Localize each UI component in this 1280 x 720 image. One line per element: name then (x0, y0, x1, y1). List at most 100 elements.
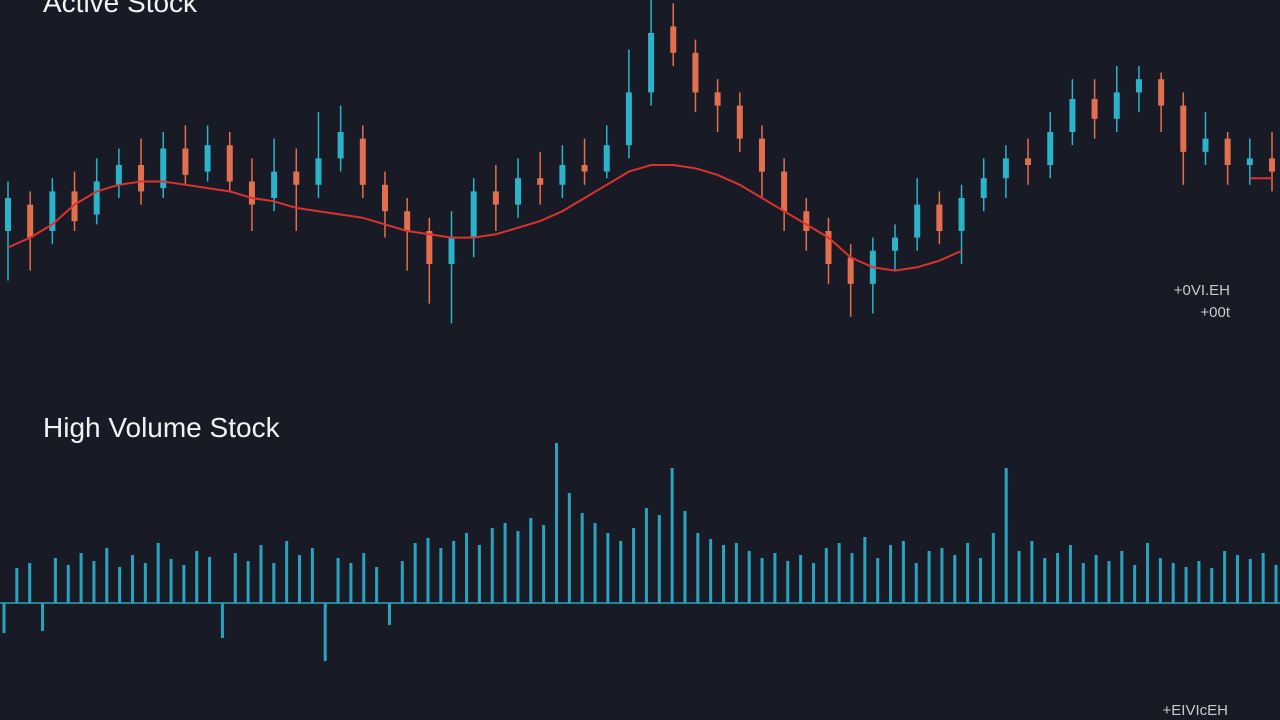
volume-bar (529, 518, 533, 603)
volume-bar (901, 541, 905, 603)
candle-body (226, 145, 233, 182)
volume-bar (28, 563, 32, 603)
volume-bar (696, 533, 700, 603)
volume-bar (1043, 558, 1047, 603)
volume-bar (41, 603, 45, 631)
volume-bar (1171, 563, 1175, 603)
volume-bar (1068, 545, 1072, 603)
candle-body (160, 148, 167, 189)
volume-bar (323, 603, 327, 661)
volume-bar (709, 539, 713, 603)
volume-bar (233, 553, 237, 603)
candle-body (1113, 92, 1120, 119)
volume-bar (1184, 567, 1188, 603)
volume-bar (593, 523, 597, 603)
chart-title: Active Stock (43, 0, 198, 18)
moving-average (7, 164, 1272, 272)
volume-bar (208, 557, 212, 603)
volume-bar (1146, 543, 1150, 603)
volume-bar (362, 553, 366, 603)
candle-body (381, 184, 388, 212)
candle-body (359, 138, 366, 185)
volume-bar (1235, 555, 1239, 603)
volume-bar (991, 533, 995, 603)
volume-bar (799, 555, 803, 603)
volume-bar (644, 508, 648, 603)
volume-bar (66, 565, 70, 603)
candle-body (581, 165, 588, 172)
volume-bar (15, 568, 19, 603)
candle-body (93, 181, 100, 215)
chart-title: High Volume Stock (43, 412, 281, 443)
volume-bar (1261, 553, 1265, 603)
volume-bar (465, 533, 469, 603)
volume-bar (246, 561, 250, 603)
volume-bar (2, 603, 6, 633)
candle-body (71, 191, 78, 222)
volume-bar (477, 545, 481, 603)
candle-body (803, 211, 810, 231)
candle-body (648, 33, 655, 93)
candle-body (5, 198, 11, 231)
candle-body (1202, 138, 1209, 152)
volume-bar (310, 548, 314, 603)
volume-bar (542, 525, 546, 603)
volume-bar (220, 603, 224, 638)
candle-body (271, 171, 278, 198)
candle-body (914, 204, 921, 238)
candle-body (1269, 158, 1275, 172)
volume-bar (657, 515, 661, 603)
volume-bar (1223, 551, 1227, 603)
candle-body (315, 158, 322, 185)
volume-bar (439, 548, 443, 603)
candle-body (1025, 158, 1032, 165)
candle-body (1180, 105, 1187, 152)
candle-body (337, 132, 344, 159)
volume-bar (1133, 565, 1137, 603)
candle-body (603, 145, 610, 172)
volume-bar (670, 468, 674, 603)
volume-bar (554, 443, 558, 603)
candle-body (1158, 79, 1165, 106)
volume-bar (747, 551, 751, 603)
candle-body (426, 231, 433, 264)
volume-bar (503, 523, 507, 603)
candle-body (958, 198, 965, 231)
volume-bar (734, 543, 738, 603)
candle-body (27, 204, 34, 238)
annotation: +00t (1200, 304, 1230, 321)
volume-bar (143, 563, 147, 603)
candle-body (293, 171, 300, 185)
candle-body (404, 211, 411, 231)
candle-body (1224, 138, 1231, 165)
volume-bar (336, 558, 340, 603)
volume-bar (632, 528, 636, 603)
candle-body (1246, 158, 1253, 165)
candle-body (470, 191, 477, 238)
candle-body (980, 178, 987, 198)
volume-bar (811, 563, 815, 603)
volume-bar (683, 511, 687, 603)
candle-body (492, 191, 499, 205)
volume-bar (490, 528, 494, 603)
volume-bar (914, 563, 918, 603)
volume-bar (426, 538, 430, 603)
volume-bar (387, 603, 391, 625)
candle-body (1091, 99, 1098, 119)
volume-bar (606, 533, 610, 603)
candle-body (204, 145, 211, 172)
volume-bar (156, 543, 160, 603)
volume-bar (1120, 551, 1124, 603)
volume-bar (824, 548, 828, 603)
volume-bar (53, 558, 57, 603)
volume-bar (516, 531, 520, 603)
candle-body (625, 92, 632, 146)
annotation: +0VI.EH (1174, 282, 1230, 299)
candle-body (49, 191, 56, 231)
volume-bar (1197, 561, 1201, 603)
volume-bar (760, 558, 764, 603)
candle-body (559, 165, 566, 185)
volume-bar (580, 513, 584, 603)
volume-bar (452, 541, 456, 603)
